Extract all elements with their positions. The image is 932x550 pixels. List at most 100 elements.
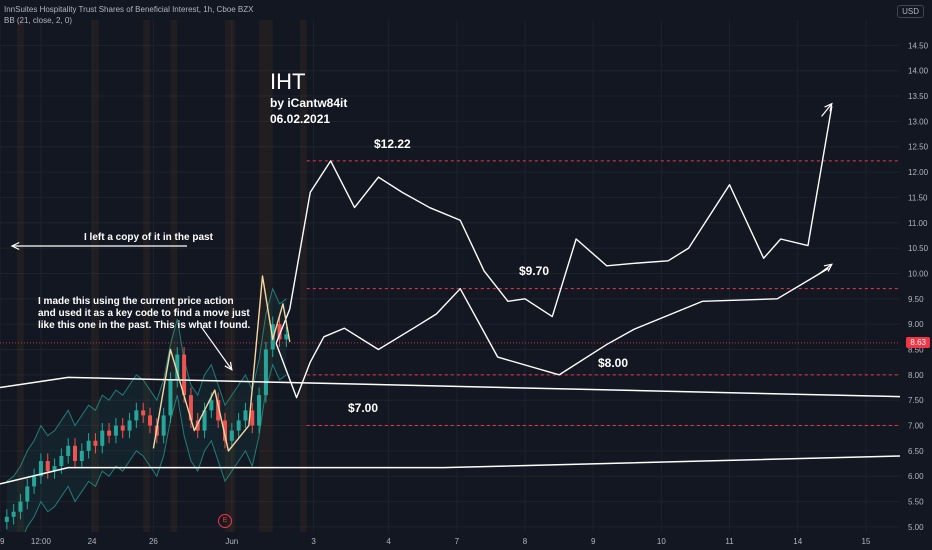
level-label-12-22: $12.22	[374, 137, 411, 151]
candle-body	[209, 400, 214, 411]
candle-body	[250, 410, 255, 426]
candle-body	[175, 354, 180, 380]
session-shade	[92, 20, 99, 532]
candle-body	[86, 440, 91, 451]
y-tick-label: 5.00	[908, 523, 924, 532]
time-axis-bg	[0, 532, 932, 550]
arrow-to-pattern	[200, 326, 233, 371]
candle-body	[73, 445, 77, 462]
candle-body	[25, 486, 30, 502]
idea-date: 06.02.2021	[270, 112, 331, 126]
x-tick-label: 24	[88, 537, 97, 546]
y-tick-label: 10.00	[908, 269, 929, 278]
price-axis-bg	[900, 0, 932, 550]
idea-author: by iCantw84it	[270, 96, 348, 110]
candle-body	[202, 410, 207, 431]
y-tick-label: 13.50	[908, 92, 929, 101]
candle-body	[45, 461, 50, 472]
arrow-lower-target	[817, 263, 833, 275]
y-tick-label: 6.50	[908, 447, 924, 456]
series-projection_lower	[275, 267, 829, 399]
y-tick-label: 11.50	[908, 193, 928, 202]
candle-body	[223, 420, 227, 441]
session-shade	[259, 20, 273, 532]
candle-body	[100, 430, 105, 446]
y-tick-label: 14.50	[908, 41, 929, 50]
candle-body	[216, 400, 221, 421]
session-shade	[17, 20, 24, 532]
level-label-8-00: $8.00	[598, 356, 629, 370]
y-tick-label: 14.00	[908, 67, 929, 76]
x-tick-label: 11	[725, 537, 734, 546]
candle-body	[32, 476, 37, 487]
session-shade	[225, 20, 236, 532]
candle-body	[148, 415, 152, 426]
y-tick-label: 12.50	[908, 143, 929, 152]
candle-body	[4, 516, 9, 522]
x-tick-label: 8	[523, 537, 528, 546]
x-tick-label: 7	[455, 537, 460, 546]
candle-body	[257, 395, 262, 426]
y-tick-label: 7.00	[908, 422, 924, 431]
bb-fill	[6, 288, 287, 550]
indicator-label: BB (21, close, 2, 0)	[4, 16, 73, 25]
candle-body	[229, 430, 234, 441]
y-tick-label: 9.00	[908, 320, 924, 329]
candle-body	[168, 379, 173, 416]
level-label-7-00: $7.00	[348, 401, 379, 415]
level-label-9-70: $9.70	[519, 264, 550, 278]
price-level-lines	[0, 160, 900, 427]
currency-badge[interactable]: USD	[897, 5, 924, 18]
candle-body	[120, 425, 125, 431]
session-shade	[170, 20, 178, 532]
candle-body	[79, 450, 84, 462]
x-tick-label: 15	[861, 537, 870, 546]
session-shade	[143, 20, 150, 532]
candle-body	[52, 466, 57, 472]
candle-body	[195, 420, 200, 431]
x-tick-label: Jun	[225, 537, 238, 546]
y-tick-label: 5.50	[908, 498, 924, 507]
x-tick-label: 3	[311, 537, 316, 546]
current-price-tag: 8.63	[906, 336, 930, 348]
candle-body	[141, 410, 146, 416]
y-tick-label: 6.00	[908, 472, 924, 481]
candle-body	[236, 420, 241, 431]
candle-body	[93, 440, 98, 446]
candle-body	[113, 425, 118, 436]
idea-title-block: IHT by iCantw84it 06.02.2021	[270, 69, 348, 127]
x-tick-label: 19	[0, 537, 5, 546]
y-tick-label: 9.50	[908, 295, 924, 304]
idea-title: IHT	[270, 69, 306, 94]
candle-body	[263, 349, 268, 396]
y-tick-label: 7.50	[908, 396, 924, 405]
candle-body	[11, 511, 16, 517]
series-pattern_outline	[152, 275, 291, 452]
series-trendline_lower	[0, 455, 901, 485]
note-past-copy: I left a copy of it in the past	[84, 232, 213, 243]
candle-body	[127, 420, 132, 431]
candle-body	[188, 395, 193, 421]
bollinger-bands	[6, 287, 287, 550]
candle-body	[66, 445, 71, 456]
note-explanation: I made this using the current price acti…	[38, 296, 251, 331]
price-axis[interactable]: 14.50 14.00 13.50 13.00 12.50 12.00 11.50 11.00…	[900, 0, 932, 550]
candle-body	[277, 324, 282, 340]
earnings-marker[interactable]: E	[218, 514, 232, 528]
series-trendline_upper	[0, 376, 901, 398]
y-tick-label: 8.50	[908, 346, 924, 355]
series-projection_upper	[275, 106, 833, 344]
x-tick-label: 9	[591, 537, 596, 546]
candle-body	[134, 410, 139, 421]
candle-body	[59, 455, 64, 467]
arrow-upper-target	[821, 103, 833, 117]
chart-grid	[0, 20, 900, 532]
x-tick-label: 4	[386, 537, 391, 546]
y-tick-label: 8.00	[908, 371, 924, 380]
bb-lower	[14, 363, 287, 550]
chart-legend: InnSuites Hospitality Trust Shares of Be…	[4, 4, 253, 26]
time-axis[interactable]: 19 12:00 24 26 Jun 3 4 7 8 9 10 11 14 15	[0, 532, 932, 550]
y-tick-label: 12.00	[908, 168, 929, 177]
candle-body	[182, 354, 187, 396]
